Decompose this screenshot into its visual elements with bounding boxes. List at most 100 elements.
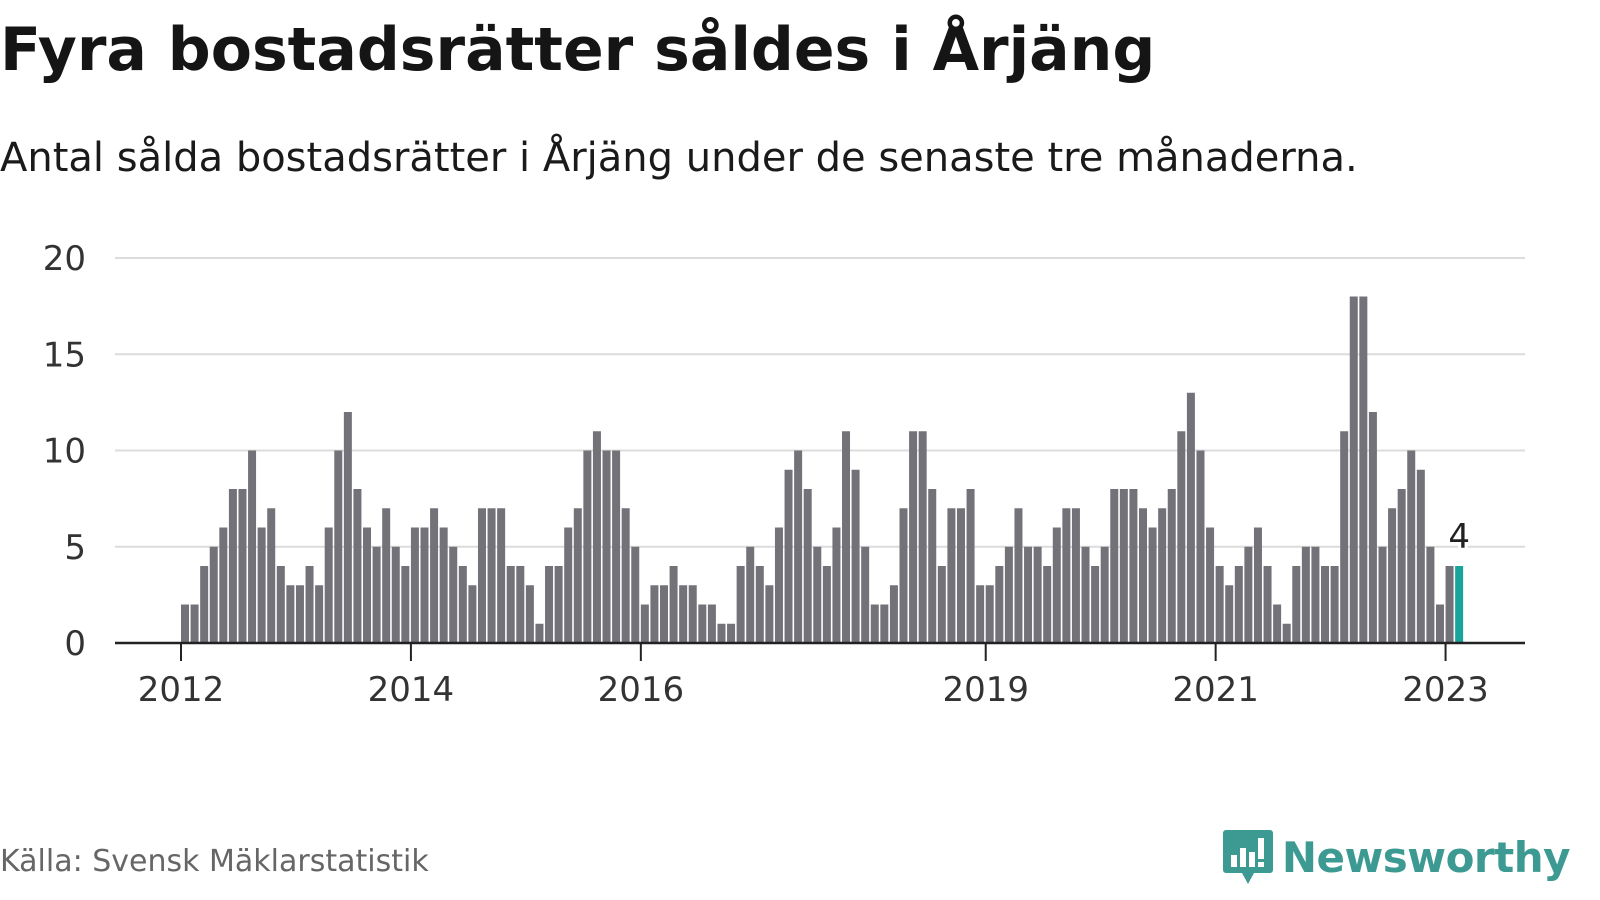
bar [1388, 508, 1397, 643]
bar [602, 450, 611, 643]
bar [516, 566, 525, 643]
y-tick-label: 10 [43, 432, 86, 472]
bar [410, 527, 419, 643]
bar [688, 585, 697, 643]
bar [1196, 450, 1205, 643]
bar [947, 508, 956, 643]
annotations: 4 [1445, 514, 1473, 560]
bar [276, 566, 285, 643]
bar [372, 546, 381, 643]
bar [995, 566, 1004, 643]
bar [487, 508, 496, 643]
bar [1378, 546, 1387, 643]
bar [1081, 546, 1090, 643]
bar [209, 546, 218, 643]
y-axis-labels: 0 5 10 15 20 [43, 239, 86, 664]
bar-highlight [1455, 566, 1464, 643]
bar [679, 585, 688, 643]
bar [746, 546, 755, 643]
bar [1110, 489, 1119, 643]
bar [228, 489, 237, 643]
bar [1340, 431, 1349, 643]
bar [669, 566, 678, 643]
bar [1167, 489, 1176, 643]
bar [1052, 527, 1061, 643]
bar [1359, 296, 1368, 643]
bar [966, 489, 975, 643]
bar [870, 604, 879, 643]
bar [1311, 546, 1320, 643]
bar [784, 469, 793, 643]
bar-chart: 0 5 10 15 20 2012 2014 2016 2019 2021 2023 4 [43, 239, 1525, 710]
bar [545, 566, 554, 643]
bars [181, 296, 1464, 643]
bar [736, 566, 745, 643]
bar [928, 489, 937, 643]
bar [1119, 489, 1128, 643]
bar [727, 623, 736, 643]
bar [439, 527, 448, 643]
bar [832, 527, 841, 643]
bar [1100, 546, 1109, 643]
bar [1206, 527, 1215, 643]
bar [219, 527, 228, 643]
bar [1033, 546, 1042, 643]
bar [430, 508, 439, 643]
brand-logo: Newsworthy [1222, 828, 1571, 886]
bar [1158, 508, 1167, 643]
source-note: Källa: Svensk Mäklarstatistik [0, 844, 429, 879]
bar [353, 489, 362, 643]
brand-name: Newsworthy [1281, 832, 1571, 882]
bar [1062, 508, 1071, 643]
bar [1024, 546, 1033, 643]
bar [583, 450, 592, 643]
bar [190, 604, 199, 643]
bar [506, 566, 515, 643]
bar [1368, 412, 1377, 643]
bar [267, 508, 276, 643]
bar [1321, 566, 1330, 643]
bar [803, 489, 812, 643]
bar [554, 566, 563, 643]
bar [1139, 508, 1147, 643]
bar [813, 546, 822, 643]
bar [1435, 604, 1444, 643]
bar [535, 623, 544, 643]
bar [1091, 566, 1100, 643]
bar [564, 527, 573, 643]
bar [842, 431, 851, 643]
bar [1177, 431, 1186, 643]
bar [1148, 527, 1157, 643]
bar [631, 546, 640, 643]
chart-subtitle: Antal sålda bostadsrätter i Årjäng under… [0, 135, 1358, 181]
bar [956, 508, 965, 643]
bar [774, 527, 783, 643]
highlight-value-label: 4 [1448, 517, 1470, 557]
bar [1253, 527, 1262, 643]
bar [937, 566, 946, 643]
bar [889, 585, 898, 643]
bar [717, 623, 726, 643]
bar [909, 431, 918, 643]
bar [765, 585, 774, 643]
bar [880, 604, 889, 643]
bar [248, 450, 257, 643]
bar [257, 527, 266, 643]
bar [382, 508, 391, 643]
bar [200, 566, 209, 643]
bar [343, 412, 352, 643]
bar [755, 566, 764, 643]
bar [1426, 546, 1435, 643]
bar [420, 527, 429, 643]
bar [238, 489, 247, 643]
x-tick-label: 2012 [138, 670, 225, 710]
y-tick-label: 20 [43, 239, 86, 279]
bar [1349, 296, 1358, 643]
bar [918, 431, 927, 643]
bar [363, 527, 372, 643]
x-tick-label: 2023 [1402, 670, 1489, 710]
bar [899, 508, 908, 643]
bar [612, 450, 621, 643]
bar [1129, 489, 1138, 643]
bar [305, 566, 314, 643]
